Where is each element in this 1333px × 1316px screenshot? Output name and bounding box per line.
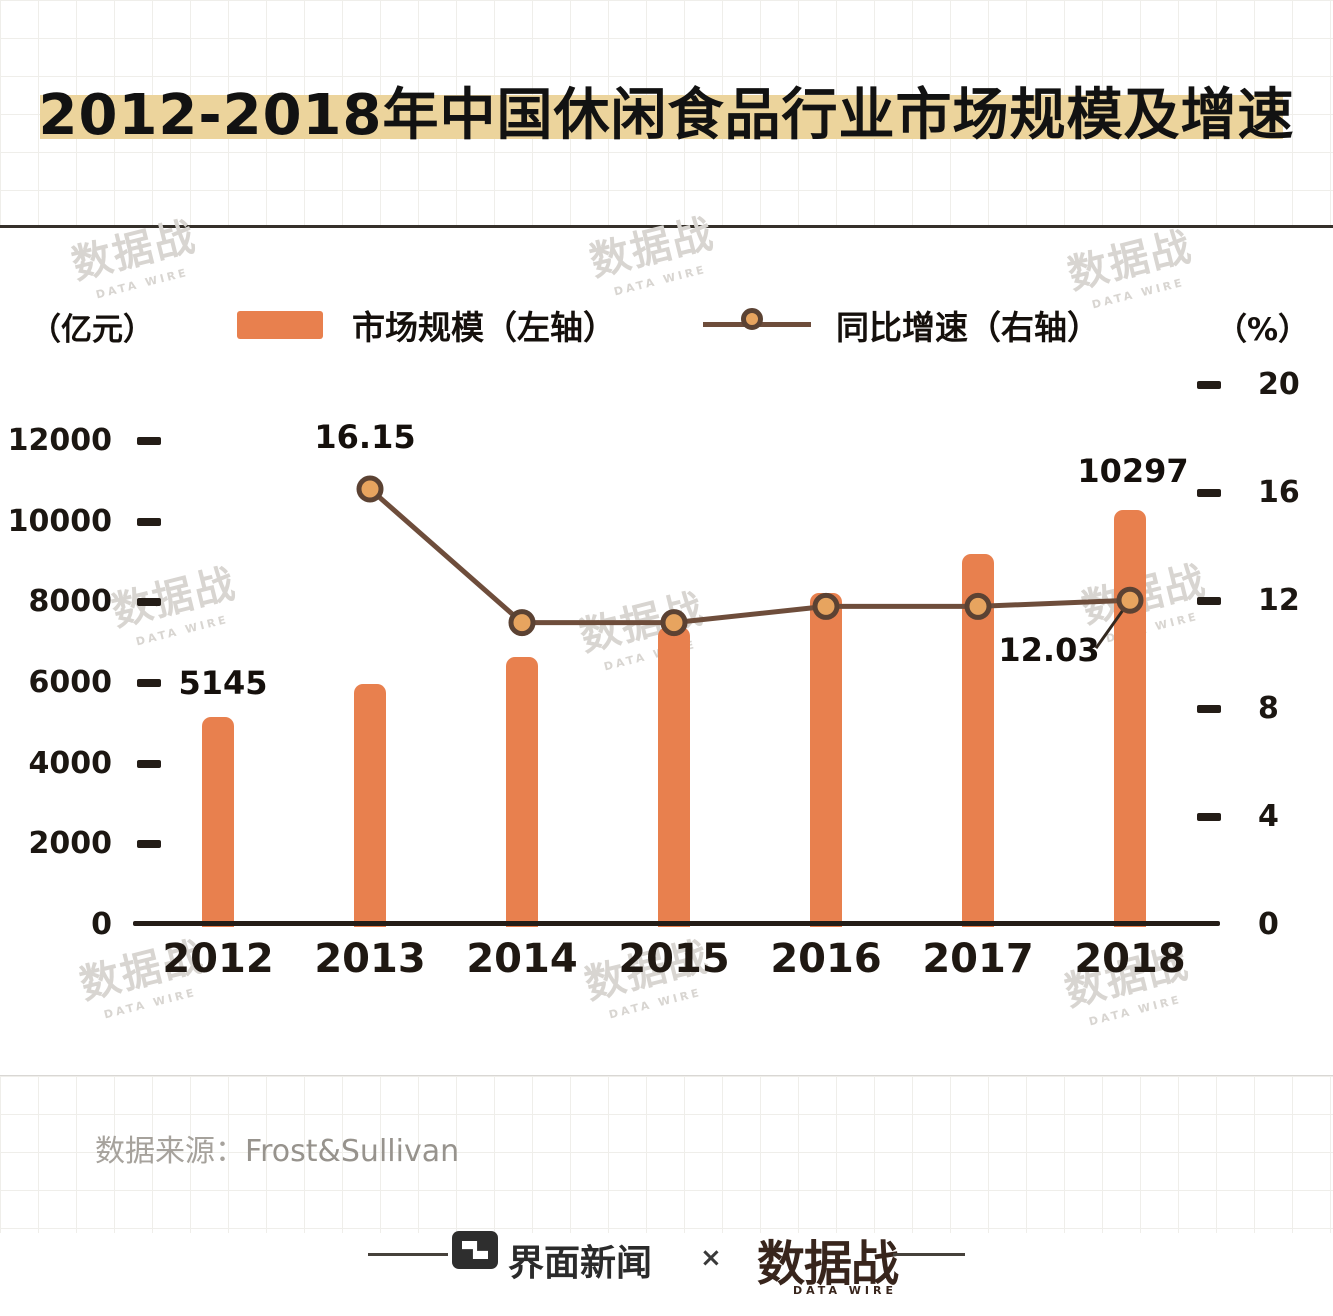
x-label-2015: 2015 xyxy=(618,936,730,982)
left-tick-mark-2000 xyxy=(137,840,161,849)
right-tick-label-12: 12 xyxy=(1258,583,1300,618)
right-tick-mark-20 xyxy=(1197,381,1221,389)
grid-paper-band-footer xyxy=(0,1075,1333,1233)
right-tick-label-0: 0 xyxy=(1258,907,1279,942)
left-tick-label-10000: 10000 xyxy=(7,503,112,539)
x-label-2013: 2013 xyxy=(314,936,426,982)
bar-2012 xyxy=(202,717,234,927)
bar-2013 xyxy=(354,683,386,927)
left-tick-label-2000: 2000 xyxy=(28,826,113,862)
x-axis-line xyxy=(133,921,1220,926)
footer-divider-right xyxy=(893,1253,965,1256)
right-tick-label-8: 8 xyxy=(1258,691,1279,726)
x-label-2017: 2017 xyxy=(922,936,1034,982)
footer-divider-left xyxy=(368,1253,448,1256)
annotation-bar-2012-value: 5145 xyxy=(178,664,268,702)
x-label-2016: 2016 xyxy=(770,936,882,982)
left-tick-label-8000: 8000 xyxy=(28,584,113,620)
left-tick-mark-4000 xyxy=(137,759,161,768)
bar-2014 xyxy=(506,656,538,927)
left-tick-label-6000: 6000 xyxy=(28,665,113,700)
left-tick-mark-6000 xyxy=(137,679,161,687)
legend-label-growth: 同比增速（右轴） xyxy=(836,308,1100,347)
right-tick-label-4: 4 xyxy=(1258,799,1279,834)
bar-2017 xyxy=(962,554,994,927)
jiemian-glyph-icon xyxy=(462,1241,488,1259)
right-tick-label-20: 20 xyxy=(1258,367,1300,402)
legend-bar-swatch xyxy=(237,311,323,339)
left-tick-mark-8000 xyxy=(137,598,161,607)
left-tick-label-0: 0 xyxy=(91,907,112,942)
x-label-2014: 2014 xyxy=(466,936,578,982)
bar-2018 xyxy=(1114,509,1146,927)
annotation-bar-2018-value: 10297 xyxy=(1077,452,1189,490)
right-tick-mark-4 xyxy=(1197,813,1221,821)
right-tick-mark-16 xyxy=(1197,489,1221,497)
x-label-2012: 2012 xyxy=(162,936,274,982)
bar-2015 xyxy=(658,627,690,927)
left-tick-mark-10000 xyxy=(137,517,161,526)
chart-title: 2012-2018年中国休闲食品行业市场规模及增速 xyxy=(38,83,1295,148)
jiemian-news-logo-icon xyxy=(452,1231,498,1269)
x-label-2018: 2018 xyxy=(1074,936,1186,982)
legend-line-marker xyxy=(741,308,763,330)
bar-2016 xyxy=(810,593,842,927)
data-source-label: 数据来源： xyxy=(95,1134,245,1169)
right-tick-mark-8 xyxy=(1197,705,1221,713)
right-tick-mark-12 xyxy=(1197,597,1221,605)
legend-label-market-size: 市场规模（左轴） xyxy=(352,308,616,347)
right-axis-unit-label: （%） xyxy=(1216,312,1310,348)
left-tick-label-12000: 12000 xyxy=(7,423,112,458)
jiemian-news-logo-text: 界面新闻 xyxy=(508,1243,653,1284)
left-axis-unit-label: （亿元） xyxy=(30,312,154,348)
title-highlight-band xyxy=(40,95,1283,139)
left-tick-mark-12000 xyxy=(137,437,161,445)
annotation-growth-2013-value: 16.15 xyxy=(314,418,416,456)
data-source-value: Frost&Sullivan xyxy=(245,1134,460,1169)
footer-logo-separator: × xyxy=(700,1243,722,1273)
datawire-logo-text: 数据战 xyxy=(757,1236,899,1292)
right-tick-label-16: 16 xyxy=(1258,475,1300,510)
datawire-logo-subtext: DATA WIRE xyxy=(793,1284,897,1297)
data-source: 数据来源：Frost&Sullivan xyxy=(95,1126,459,1170)
left-tick-label-4000: 4000 xyxy=(28,745,113,781)
annotation-growth-2018-value: 12.03 xyxy=(998,631,1100,669)
